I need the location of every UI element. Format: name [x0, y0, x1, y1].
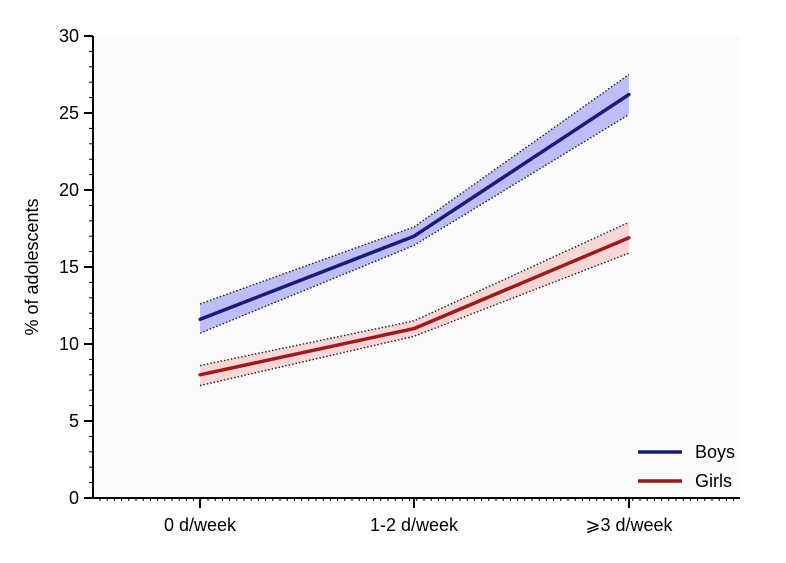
boys-point-2 [412, 234, 416, 238]
legend: Boys Girls [638, 442, 735, 491]
confidence-bands [199, 73, 630, 387]
y-tick-label: 15 [59, 257, 79, 277]
girls-point-1 [198, 373, 202, 377]
boys-legend-label: Boys [695, 442, 735, 462]
x-tick-label: 0 d/week [164, 515, 237, 535]
boys-upper-bound-line [199, 73, 630, 305]
boys-confidence-band [200, 74, 629, 334]
girls-point-3 [627, 236, 631, 240]
girls-legend-label: Girls [695, 471, 732, 491]
axes: 0 5 10 15 20 25 30 0 d/week 1-2 d/week ⩾3 d/week [59, 26, 740, 535]
boys-point-3 [627, 92, 631, 97]
y-tick-label: 0 [69, 488, 79, 508]
y-tick-label: 10 [59, 334, 79, 354]
y-axis-title: % of adolescents [22, 198, 42, 335]
y-tick-label: 30 [59, 26, 79, 46]
plot-area [93, 36, 740, 498]
boys-lower-bound-line [199, 113, 630, 334]
y-tick-label: 25 [59, 103, 79, 123]
x-tick-label: 1-2 d/week [370, 515, 459, 535]
x-tick-label: ⩾3 d/week [585, 515, 673, 535]
girls-point-2 [412, 327, 416, 331]
boys-point-1 [198, 317, 202, 321]
series-lines [198, 92, 631, 377]
y-tick-label: 20 [59, 180, 79, 200]
y-tick-label: 5 [69, 411, 79, 431]
girls-confidence-band [200, 222, 629, 386]
